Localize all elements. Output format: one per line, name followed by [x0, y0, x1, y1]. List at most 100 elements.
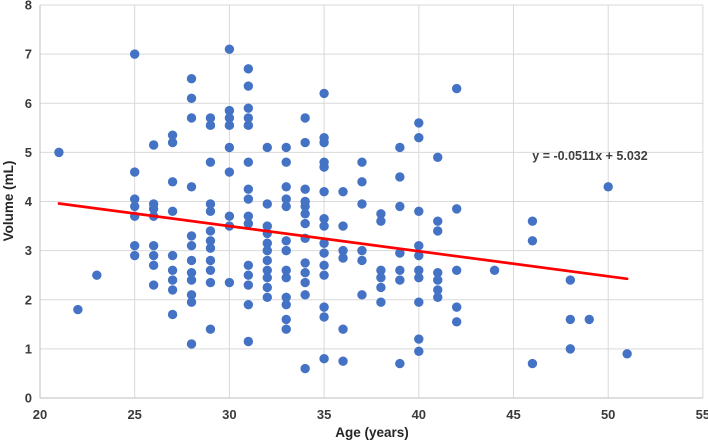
x-tick-label: 20: [33, 407, 47, 422]
data-point: [357, 255, 367, 266]
data-point: [130, 194, 140, 204]
data-point: [281, 142, 291, 153]
x-tick-label: 55: [696, 407, 708, 422]
data-point: [395, 201, 405, 212]
x-axis-title: Age (years): [335, 425, 409, 440]
data-point: [205, 199, 216, 209]
y-tick-label: 3: [25, 243, 32, 258]
y-tick-label: 7: [25, 47, 32, 62]
data-point: [584, 314, 594, 325]
data-point: [167, 250, 178, 261]
data-point: [395, 275, 405, 285]
data-point: [205, 324, 216, 334]
data-point: [565, 314, 576, 325]
data-point: [262, 255, 272, 266]
data-point: [224, 167, 235, 177]
data-point: [262, 142, 272, 153]
data-point: [451, 83, 462, 94]
data-point: [262, 245, 272, 256]
data-point: [130, 49, 140, 59]
data-point: [224, 142, 235, 153]
data-point: [527, 236, 538, 246]
data-point: [167, 137, 178, 148]
data-point: [186, 182, 197, 192]
data-point: [357, 290, 367, 300]
data-point: [186, 297, 197, 307]
data-point: [243, 64, 254, 74]
data-point: [338, 324, 348, 334]
x-tick-label: 25: [127, 407, 141, 422]
data-point: [414, 118, 424, 128]
data-point: [262, 221, 272, 231]
data-point: [186, 290, 197, 300]
data-point: [433, 216, 443, 226]
data-point: [414, 250, 424, 261]
data-point: [148, 140, 159, 150]
data-point: [376, 265, 386, 275]
data-point: [338, 245, 348, 256]
trendline: [57, 202, 629, 281]
data-point: [281, 314, 291, 325]
data-point: [281, 265, 291, 275]
data-point: [167, 285, 178, 295]
data-point: [489, 265, 500, 275]
data-points: [54, 44, 632, 374]
data-point: [205, 206, 216, 217]
data-point: [319, 238, 329, 248]
x-tick-label: 50: [601, 407, 615, 422]
data-point: [338, 221, 348, 231]
data-point: [414, 334, 424, 344]
data-point: [319, 88, 329, 99]
data-point: [148, 204, 159, 214]
data-point: [281, 201, 291, 212]
data-point: [281, 324, 291, 334]
data-point: [54, 147, 64, 158]
data-point: [300, 258, 310, 268]
data-point: [130, 201, 140, 212]
data-point: [186, 241, 197, 251]
data-point: [281, 157, 291, 167]
x-tick-label: 45: [506, 407, 520, 422]
y-tick-label: 8: [25, 0, 32, 13]
data-point: [433, 226, 443, 236]
data-point: [319, 312, 329, 322]
data-point: [205, 157, 216, 167]
data-point: [319, 213, 329, 224]
data-point: [300, 363, 310, 374]
data-point: [262, 238, 272, 248]
data-point: [262, 272, 272, 283]
data-point: [148, 280, 159, 290]
data-point: [224, 120, 235, 131]
data-point: [243, 336, 254, 347]
data-point: [319, 354, 329, 364]
data-point: [243, 299, 254, 310]
data-point: [262, 199, 272, 209]
data-point: [186, 113, 197, 123]
data-point: [395, 358, 405, 369]
data-point: [300, 290, 310, 300]
data-point: [527, 358, 538, 369]
data-point: [224, 44, 235, 54]
data-point: [205, 120, 216, 131]
data-point: [281, 236, 291, 246]
data-point: [338, 253, 348, 263]
data-point: [224, 211, 235, 221]
data-point: [205, 113, 216, 123]
x-tick-label: 30: [222, 407, 236, 422]
data-point: [167, 265, 178, 275]
data-point: [243, 184, 254, 194]
data-point: [167, 177, 178, 187]
y-tick-label: 1: [25, 341, 32, 356]
data-point: [319, 221, 329, 231]
data-point: [414, 132, 424, 143]
trend-line: [57, 202, 629, 281]
data-point: [300, 277, 310, 288]
data-point: [300, 184, 310, 194]
data-point: [224, 113, 235, 123]
data-point: [167, 130, 178, 140]
data-point: [243, 260, 254, 271]
data-point: [376, 216, 386, 226]
data-point: [73, 304, 83, 315]
